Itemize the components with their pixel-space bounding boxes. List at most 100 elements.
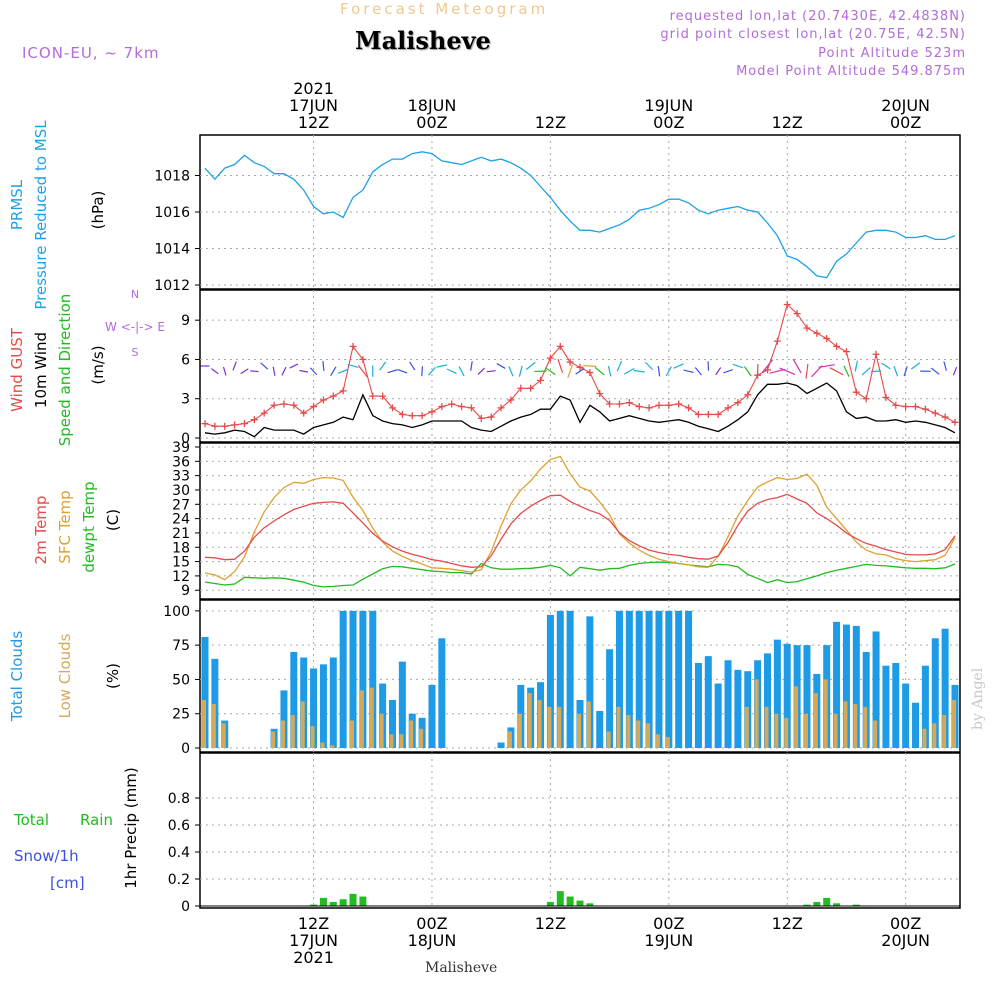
meteogram-title: Forecast Meteogram: [340, 0, 549, 18]
wind-arrow: [436, 364, 448, 368]
precip-bar: [329, 901, 337, 906]
gust-marker: [615, 400, 623, 408]
gust-marker: [290, 401, 298, 409]
y-tick-label: 1016: [154, 205, 190, 221]
cloud-panel: 0 25 50 75 100: [163, 604, 960, 757]
total-cloud-bar: [566, 610, 574, 748]
y-tick-label: 36: [172, 454, 190, 470]
total-cloud-bar: [645, 610, 653, 748]
wind-arrow: [232, 361, 237, 371]
low-cloud-bar: [586, 701, 591, 748]
panel-frame: [199, 442, 961, 600]
wind-direction-label: Speed and Direction: [56, 294, 74, 447]
temp-2m-label: 2m Temp: [32, 496, 50, 565]
wind-arrow: [723, 369, 733, 374]
wind-arrow: [843, 365, 850, 377]
y-tick-label: 0: [181, 431, 190, 447]
wind-label: 10m Wind: [32, 332, 50, 408]
wind-arrow: [421, 366, 424, 377]
wind-arrow: [881, 362, 891, 370]
wind-arrow: [792, 358, 802, 374]
total-cloud-bar: [783, 643, 791, 748]
total-cloud-bar: [685, 610, 693, 748]
gust-marker: [389, 404, 396, 412]
precip-ylabel: 1hr Precip (mm): [122, 767, 140, 888]
wind-arrow: [715, 367, 722, 376]
low-cloud-bar: [517, 713, 522, 748]
gust-marker: [280, 400, 288, 408]
total-cloud-bar: [862, 652, 870, 748]
gust-marker: [240, 420, 248, 428]
total-cloud-bar: [428, 684, 436, 748]
wind-arrow: [281, 366, 287, 376]
y-tick-label: 3: [181, 392, 190, 408]
top-time-label: 2021: [293, 79, 334, 98]
low-cloud-bar: [863, 706, 868, 748]
low-cloud-bar: [853, 704, 858, 748]
low-cloud-bar: [350, 720, 355, 748]
low-cloud-bar: [774, 713, 779, 748]
low-cloud-bar: [409, 720, 414, 748]
gust-marker: [408, 412, 416, 420]
gust-marker: [487, 413, 495, 421]
gust-marker: [862, 395, 870, 403]
gust-marker: [714, 410, 722, 418]
total-cloud-bar: [694, 662, 702, 748]
gust-marker: [606, 400, 614, 408]
low-cloud-bar: [310, 726, 315, 748]
gust-marker: [250, 416, 258, 424]
gust-marker: [537, 376, 545, 384]
wind-arrow: [211, 368, 219, 375]
precip-bar: [803, 904, 811, 906]
total-cloud-bar: [912, 702, 920, 748]
bottom-time-label: 12Z: [535, 914, 566, 933]
precip-legend-total: Total: [13, 811, 49, 829]
gust-marker: [635, 403, 643, 411]
gust-marker: [586, 369, 594, 377]
cloud-unit: (%): [104, 663, 122, 689]
gust-label: Wind GUST: [8, 327, 26, 412]
wind-arrow: [337, 368, 349, 374]
gust-marker: [744, 391, 752, 399]
total-cloud-bar: [773, 639, 781, 748]
gust-marker: [260, 409, 268, 417]
wind-arrow: [387, 369, 398, 374]
wind-arrow: [694, 367, 703, 376]
gust-marker: [941, 413, 949, 421]
wind-arrow: [903, 366, 908, 377]
gust-marker: [675, 400, 683, 408]
precip-legend-snow: Snow/1h: [14, 847, 79, 865]
gust-marker: [823, 335, 831, 343]
total-cloud-bar: [625, 610, 633, 748]
gust-marker: [566, 358, 574, 366]
wind-arrow: [322, 360, 325, 372]
gust-marker: [359, 355, 367, 363]
gust-marker: [349, 342, 357, 350]
gust-marker: [694, 410, 702, 418]
total-cloud-bar: [280, 690, 288, 748]
gust-marker: [852, 388, 860, 396]
precip-bar: [823, 897, 831, 906]
total-cloud-bar: [852, 625, 860, 748]
low-cloud-bar: [764, 706, 769, 748]
total-cloud-bar: [921, 665, 929, 748]
precip-bar: [566, 896, 574, 906]
y-tick-label: 33: [172, 469, 190, 485]
wind-arrow: [779, 367, 796, 375]
panel-frame: [199, 289, 961, 443]
gust-marker: [221, 422, 229, 430]
gust-marker: [764, 366, 771, 374]
precip-bar: [339, 899, 347, 906]
gust-marker: [467, 404, 475, 412]
compass-we: W <-|-> E: [105, 320, 165, 334]
total-cloud-bar: [290, 652, 298, 748]
total-cloud-bar: [931, 638, 939, 748]
low-cloud-bar: [330, 745, 335, 748]
low-cloud-bar: [655, 734, 660, 748]
low-cloud-bar: [744, 706, 749, 748]
total-cloud-bar: [369, 610, 377, 748]
y-tick-label: 1014: [154, 242, 190, 258]
wind-arrow: [805, 363, 809, 379]
y-tick-label: 9: [181, 313, 190, 329]
panel-frame: [199, 752, 961, 909]
